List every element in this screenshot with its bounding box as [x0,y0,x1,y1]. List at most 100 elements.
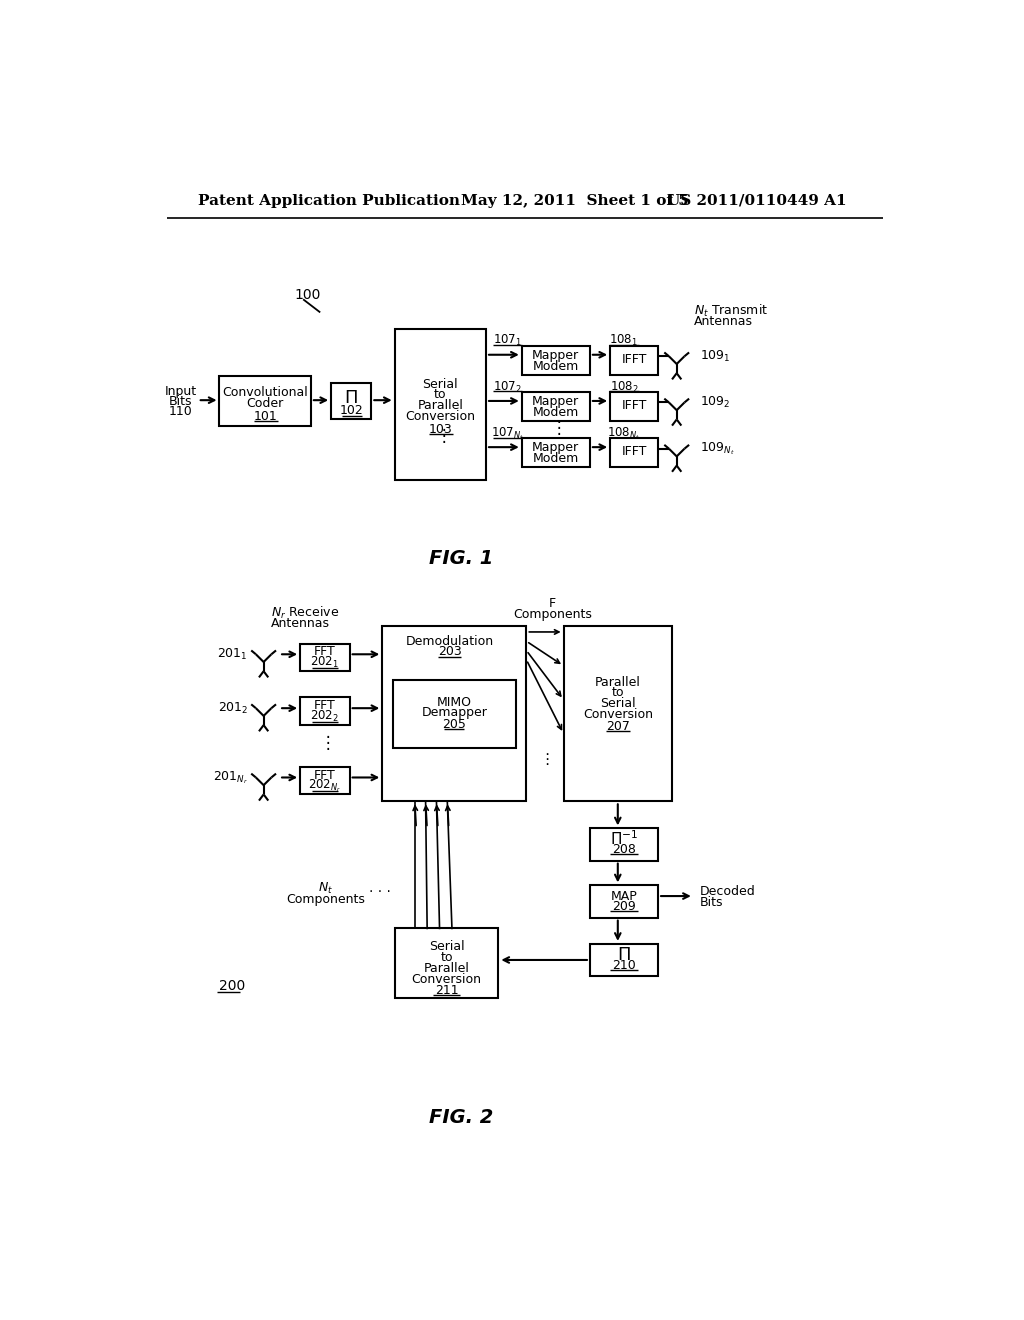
Text: 202$_{N_r}$: 202$_{N_r}$ [308,777,342,795]
Text: IFFT: IFFT [622,352,647,366]
Bar [521,346,590,375]
Text: 107$_2$: 107$_2$ [494,380,522,395]
Text: $\vdots$: $\vdots$ [319,733,331,751]
Bar [382,626,526,801]
Text: 201$_1$: 201$_1$ [217,647,248,661]
Text: FIG. 1: FIG. 1 [429,549,494,569]
Text: Antennas: Antennas [271,616,331,630]
Bar [219,376,311,426]
Text: FFT: FFT [314,768,336,781]
Text: 103: 103 [428,422,453,436]
Text: Decoded: Decoded [700,884,756,898]
Text: $\vdots$: $\vdots$ [539,751,549,767]
Text: Mapper: Mapper [532,441,580,454]
Text: Mapper: Mapper [532,395,580,408]
Text: $N_r$ Receive: $N_r$ Receive [271,605,340,620]
Text: to: to [440,952,453,964]
Text: Patent Application Publication: Patent Application Publication [198,194,460,207]
Text: Demodulation: Demodulation [406,635,494,648]
Bar [610,438,658,467]
Text: 201$_2$: 201$_2$ [217,701,248,715]
Text: Conversion: Conversion [412,973,481,986]
Bar [300,767,349,795]
Bar [590,944,658,975]
Text: FFT: FFT [314,645,336,659]
Text: 100: 100 [295,289,321,302]
Bar [563,626,672,801]
Text: to: to [434,388,446,401]
Text: 101: 101 [253,409,278,422]
Text: $N_t$: $N_t$ [318,880,333,896]
Text: 208: 208 [612,843,636,857]
Text: Serial: Serial [429,940,464,953]
Bar [521,438,590,467]
Text: IFFT: IFFT [622,445,647,458]
Text: 109$_2$: 109$_2$ [700,395,730,411]
Text: $N_t$ Transmit: $N_t$ Transmit [693,302,768,319]
Text: Antennas: Antennas [693,315,753,329]
Text: 108$_2$: 108$_2$ [609,380,639,395]
Text: Coder: Coder [247,397,284,409]
Text: 202$_2$: 202$_2$ [310,709,339,725]
Text: 210: 210 [612,958,636,972]
Text: Parallel: Parallel [418,399,463,412]
Bar [331,383,372,418]
Text: Parallel: Parallel [424,962,469,975]
Text: 110: 110 [169,405,193,418]
Text: FFT: FFT [314,700,336,713]
Text: 207: 207 [606,721,630,733]
Text: 109$_{N_t}$: 109$_{N_t}$ [700,441,735,457]
Text: $\vdots$: $\vdots$ [550,418,561,437]
Text: Serial: Serial [600,697,636,710]
Text: Components: Components [286,892,366,906]
Text: F: F [549,597,556,610]
Text: Demapper: Demapper [421,706,487,719]
Text: $\Pi^{-1}$: $\Pi^{-1}$ [610,830,638,849]
Bar [395,928,499,998]
Text: 202$_1$: 202$_1$ [310,655,339,671]
Bar [394,330,486,480]
Text: $\Pi$: $\Pi$ [617,945,631,964]
Text: MAP: MAP [610,890,637,903]
Text: Bits: Bits [700,896,723,908]
Text: 108$_1$: 108$_1$ [609,334,639,348]
Text: IFFT: IFFT [622,399,647,412]
Text: 203: 203 [437,645,462,659]
Text: Modem: Modem [532,360,579,372]
Text: Input: Input [165,385,197,399]
Bar [393,681,515,748]
Text: Components: Components [513,607,592,620]
Text: 108$_{N_t}$: 108$_{N_t}$ [607,426,641,442]
Text: 205: 205 [442,718,466,731]
Text: May 12, 2011  Sheet 1 of 5: May 12, 2011 Sheet 1 of 5 [461,194,689,207]
Text: 211: 211 [435,983,459,997]
Text: 209: 209 [612,900,636,913]
Text: 201$_{N_r}$: 201$_{N_r}$ [213,770,248,785]
Bar [300,697,349,725]
Text: MIMO: MIMO [437,696,472,709]
Text: Modem: Modem [532,453,579,465]
Text: 109$_1$: 109$_1$ [700,348,731,364]
Text: Parallel: Parallel [595,676,641,689]
Bar [590,829,658,861]
Bar [610,392,658,421]
Text: FIG. 2: FIG. 2 [429,1107,494,1126]
Bar [521,392,590,421]
Text: Bits: Bits [169,395,193,408]
Text: Serial: Serial [423,378,458,391]
Text: Convolutional: Convolutional [222,385,308,399]
Bar [590,886,658,917]
Text: Conversion: Conversion [406,409,475,422]
Text: to: to [611,686,624,700]
Text: US 2011/0110449 A1: US 2011/0110449 A1 [667,194,846,207]
Text: $\Pi$: $\Pi$ [344,389,358,407]
Text: . . .: . . . [369,882,391,895]
Bar [610,346,658,375]
Text: 200: 200 [219,979,246,993]
Text: Modem: Modem [532,407,579,418]
Text: 107$_{N_t}$: 107$_{N_t}$ [492,426,524,442]
Text: Mapper: Mapper [532,348,580,362]
Bar [300,644,349,671]
Text: Conversion: Conversion [583,708,653,721]
Text: $\vdots$: $\vdots$ [435,426,445,445]
